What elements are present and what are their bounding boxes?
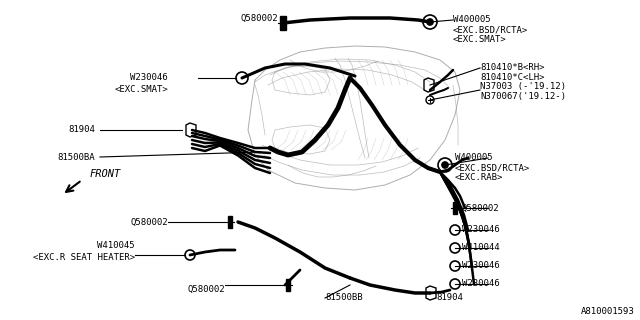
Circle shape: [427, 19, 433, 25]
Text: FRONT: FRONT: [90, 169, 121, 179]
Bar: [452, 202, 458, 214]
Text: Q580002: Q580002: [188, 285, 225, 294]
Text: <EXC.BSD/RCTA>: <EXC.BSD/RCTA>: [453, 26, 528, 35]
Bar: [228, 216, 232, 228]
Text: N370067('19.12-): N370067('19.12-): [480, 92, 566, 101]
Text: W230046: W230046: [462, 226, 500, 235]
Text: <EXC.SMAT>: <EXC.SMAT>: [453, 36, 507, 44]
Text: A810001593: A810001593: [581, 308, 635, 316]
Text: W230046: W230046: [462, 261, 500, 270]
Text: 810410*B<RH>: 810410*B<RH>: [480, 62, 545, 71]
Circle shape: [442, 162, 448, 168]
Text: 81904: 81904: [68, 125, 95, 134]
Bar: [285, 279, 291, 291]
Text: <EXC.SMAT>: <EXC.SMAT>: [115, 84, 168, 93]
Text: 81500BA: 81500BA: [58, 153, 95, 162]
Text: <EXC.BSD/RCTA>: <EXC.BSD/RCTA>: [455, 164, 531, 172]
Text: <EXC.RAB>: <EXC.RAB>: [455, 173, 504, 182]
Text: N37003 (-'19.12): N37003 (-'19.12): [480, 83, 566, 92]
Text: Q580002: Q580002: [241, 13, 278, 22]
Text: 81500BB: 81500BB: [325, 293, 363, 302]
Text: 81904: 81904: [436, 293, 463, 302]
Text: W400005: W400005: [453, 15, 491, 25]
Text: W230046: W230046: [462, 279, 500, 289]
Bar: [280, 16, 286, 30]
Text: W410044: W410044: [462, 244, 500, 252]
Text: W410045: W410045: [97, 242, 135, 251]
Text: 810410*C<LH>: 810410*C<LH>: [480, 73, 545, 82]
Text: W400005: W400005: [455, 154, 493, 163]
Text: Q580002: Q580002: [462, 204, 500, 212]
Text: W230046: W230046: [131, 74, 168, 83]
Text: <EXC.R SEAT HEATER>: <EXC.R SEAT HEATER>: [33, 252, 135, 261]
Text: Q580002: Q580002: [131, 218, 168, 227]
